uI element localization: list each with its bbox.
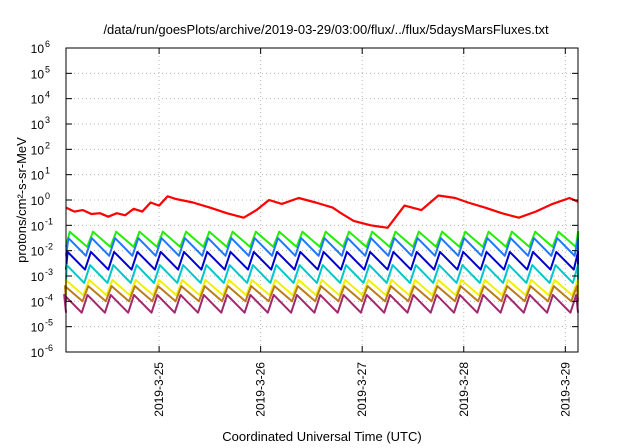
y-axis-label: protons/cm²-s-sr-MeV: [14, 137, 29, 263]
y-tick-exponent: 3: [45, 115, 50, 125]
y-tick-label: 10: [31, 270, 45, 284]
y-tick-label: 10: [31, 194, 45, 208]
x-tick-label: 2019-3-28: [457, 362, 471, 417]
y-tick-label: 10: [31, 93, 45, 107]
y-axis-ticks: 10 -610 -510 -410 -310 -210 -110 010 110 210 310 41…: [31, 39, 578, 360]
y-tick-exponent: 5: [45, 64, 50, 74]
y-tick-label: 10: [31, 42, 45, 56]
x-tick-label: 2019-3-29: [558, 362, 572, 417]
x-axis-label: Coordinated Universal Time (UTC): [222, 429, 421, 444]
series-line: [64, 279, 579, 297]
series-line: [65, 230, 579, 248]
x-tick-label: 2019-3-27: [355, 362, 369, 417]
y-tick-exponent: 1: [45, 166, 50, 176]
y-tick-label: 10: [31, 118, 45, 132]
y-tick-exponent: -6: [45, 343, 53, 353]
y-tick-exponent: -3: [45, 267, 53, 277]
y-tick-label: 10: [31, 245, 45, 259]
series-line: [64, 285, 579, 303]
series-line: [65, 237, 579, 257]
y-tick-exponent: -4: [45, 292, 53, 302]
y-tick-label: 10: [31, 295, 45, 309]
y-tick-label: 10: [31, 219, 45, 233]
y-tick-exponent: 2: [45, 140, 50, 150]
y-tick-exponent: -2: [45, 242, 53, 252]
y-tick-label: 10: [31, 169, 45, 183]
y-tick-label: 10: [31, 143, 45, 157]
grid: [66, 48, 578, 352]
chart-title: /data/run/goesPlots/archive/2019-03-29/0…: [103, 22, 549, 37]
x-axis-ticks: 2019-3-25 2019-3-26 2019-3-27 2019-3-28 2019…: [152, 48, 572, 417]
y-tick-exponent: 0: [45, 191, 50, 201]
y-tick-exponent: -1: [45, 216, 53, 226]
y-tick-exponent: 4: [45, 90, 50, 100]
x-tick-label: 2019-3-26: [254, 362, 268, 417]
series-layer: [63, 194, 579, 314]
series-line: [65, 264, 579, 284]
series-line: [65, 194, 579, 229]
y-tick-label: 10: [31, 346, 45, 360]
y-tick-label: 10: [31, 67, 45, 81]
x-tick-label: 2019-3-25: [152, 362, 166, 417]
series-line: [63, 293, 579, 314]
series-line: [65, 250, 579, 271]
y-tick-exponent: 6: [45, 39, 50, 49]
y-tick-exponent: -5: [45, 318, 53, 328]
y-tick-label: 10: [31, 321, 45, 335]
